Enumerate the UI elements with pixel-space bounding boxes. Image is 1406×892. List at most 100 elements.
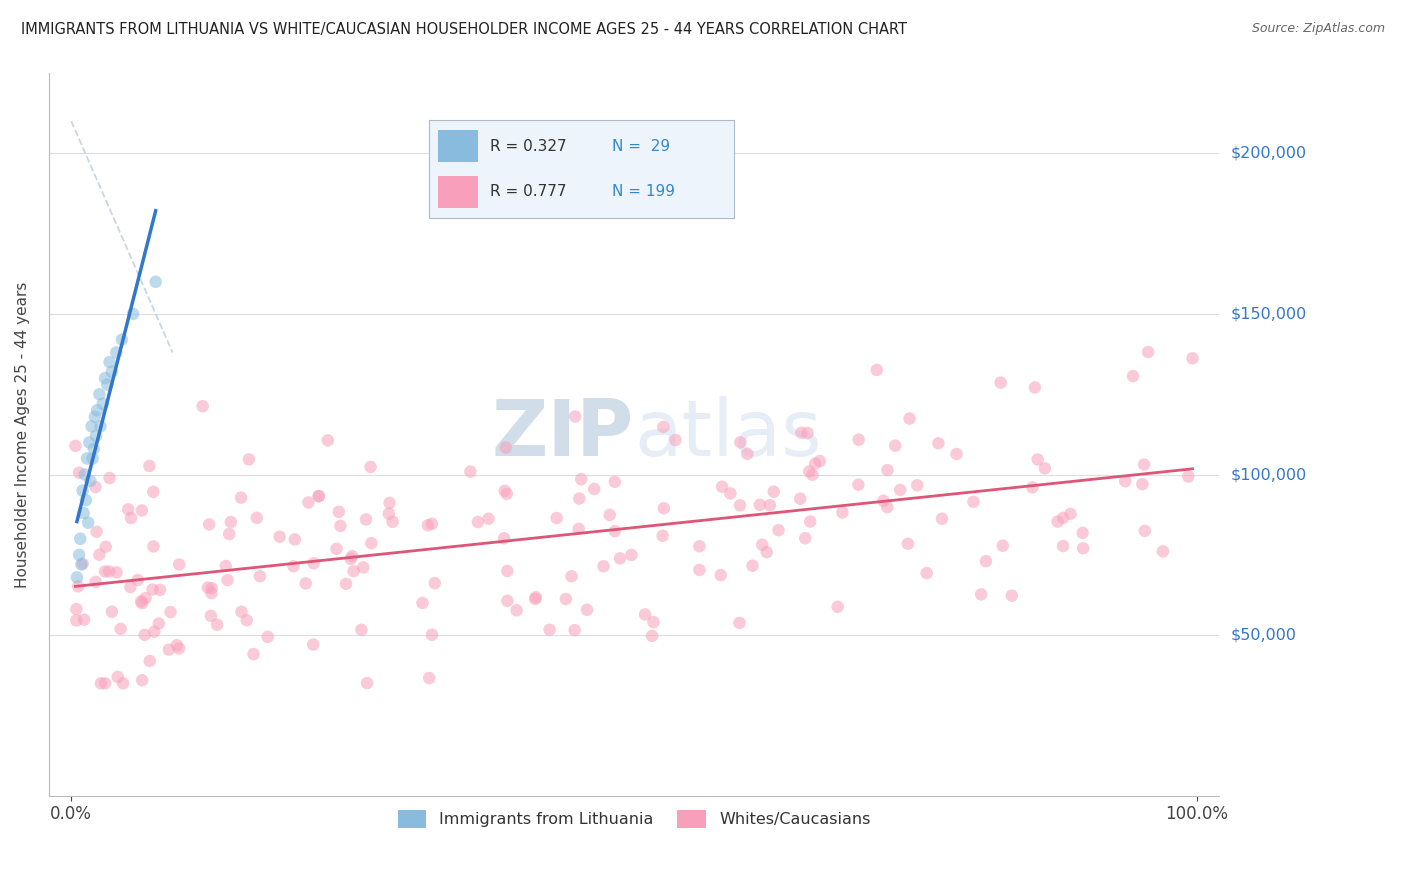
Point xyxy=(350,623,373,637)
Point xyxy=(98,565,121,579)
Point xyxy=(110,622,132,636)
Point xyxy=(1114,474,1136,488)
Point xyxy=(159,605,181,619)
Point xyxy=(73,467,96,482)
Point xyxy=(460,465,482,479)
Point xyxy=(524,591,547,605)
Point xyxy=(538,623,561,637)
Point xyxy=(328,505,350,519)
Point xyxy=(1132,477,1154,491)
Y-axis label: Householder Income Ages 25 - 44 years: Householder Income Ages 25 - 44 years xyxy=(15,281,30,588)
Point xyxy=(335,576,357,591)
Point xyxy=(112,676,135,690)
Point xyxy=(652,420,675,434)
Point xyxy=(73,613,96,627)
Point xyxy=(418,671,440,685)
Point xyxy=(420,628,443,642)
Point xyxy=(652,501,675,516)
Point xyxy=(139,654,162,668)
Point xyxy=(927,436,949,450)
Point xyxy=(75,493,97,508)
Point xyxy=(131,673,153,688)
Point xyxy=(609,551,631,566)
Point xyxy=(1059,507,1081,521)
Point xyxy=(962,495,984,509)
Point xyxy=(1122,369,1144,384)
Point xyxy=(86,524,108,539)
Point xyxy=(297,495,319,509)
Text: atlas: atlas xyxy=(634,396,821,473)
Point xyxy=(603,475,626,489)
Point xyxy=(915,566,938,580)
Point xyxy=(89,419,111,434)
Point xyxy=(65,439,87,453)
Point xyxy=(205,617,228,632)
Point xyxy=(496,594,519,608)
Point xyxy=(790,425,813,440)
Point xyxy=(131,503,153,517)
Point xyxy=(135,591,157,605)
Point xyxy=(283,559,305,574)
Text: ZIP: ZIP xyxy=(492,396,634,473)
Point xyxy=(546,511,568,525)
Point xyxy=(142,484,165,499)
Point xyxy=(107,670,129,684)
Point xyxy=(84,574,107,589)
Point xyxy=(711,480,734,494)
Point xyxy=(801,467,824,482)
Point xyxy=(67,466,90,480)
Point xyxy=(897,537,920,551)
Point xyxy=(641,629,664,643)
Point xyxy=(477,512,499,526)
Point xyxy=(799,515,821,529)
Point xyxy=(710,568,733,582)
Point xyxy=(249,569,271,583)
Point xyxy=(90,676,112,690)
Text: $150,000: $150,000 xyxy=(1230,306,1306,321)
Point xyxy=(105,345,128,359)
Point xyxy=(1001,589,1024,603)
Point xyxy=(848,477,870,491)
Point xyxy=(1052,539,1074,553)
Text: $50,000: $50,000 xyxy=(1230,628,1296,642)
Point xyxy=(970,587,993,601)
Point xyxy=(905,478,928,492)
Point xyxy=(378,496,401,510)
Point xyxy=(218,527,240,541)
Point xyxy=(231,605,253,619)
Point xyxy=(325,541,347,556)
Text: $200,000: $200,000 xyxy=(1230,145,1306,161)
Text: Source: ZipAtlas.com: Source: ZipAtlas.com xyxy=(1251,22,1385,36)
Point xyxy=(166,638,188,652)
Point xyxy=(200,586,222,600)
Point xyxy=(496,564,519,578)
Point xyxy=(69,532,91,546)
Point xyxy=(235,613,257,627)
Point xyxy=(467,515,489,529)
Point xyxy=(96,377,118,392)
Point xyxy=(688,563,710,577)
Point xyxy=(360,536,382,550)
Point xyxy=(94,565,117,579)
Point xyxy=(423,576,446,591)
Point xyxy=(1133,458,1156,472)
Point xyxy=(122,307,145,321)
Point xyxy=(884,439,907,453)
Point xyxy=(1071,525,1094,540)
Point xyxy=(568,522,591,536)
Point xyxy=(77,516,100,530)
Point xyxy=(352,560,374,574)
Point xyxy=(564,409,586,424)
Point xyxy=(67,579,90,593)
Point xyxy=(149,582,172,597)
Point xyxy=(201,581,224,595)
Point xyxy=(898,411,921,425)
Point xyxy=(354,512,377,526)
Point xyxy=(664,433,686,447)
Point xyxy=(356,676,378,690)
Point xyxy=(876,500,898,515)
Point xyxy=(84,480,107,494)
Point xyxy=(1152,544,1174,558)
Point xyxy=(643,615,665,629)
Point xyxy=(94,540,117,554)
